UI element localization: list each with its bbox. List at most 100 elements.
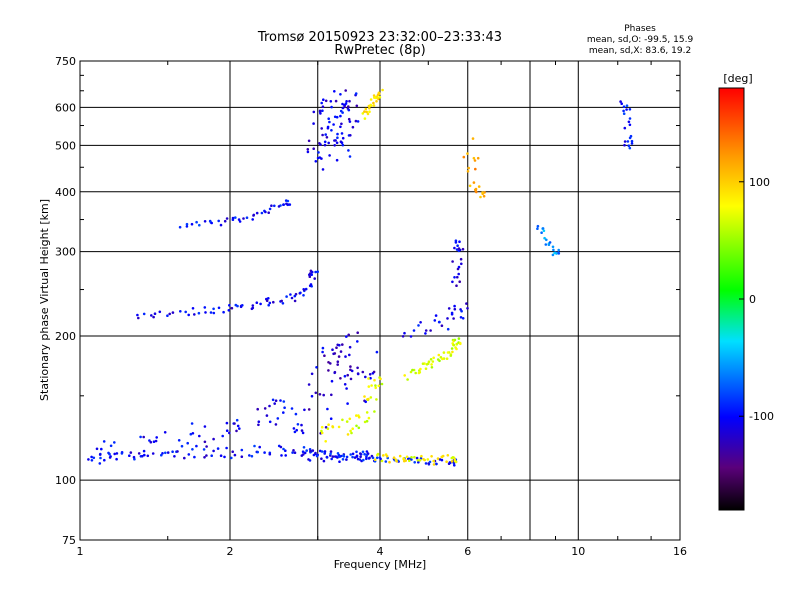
data-point [372,104,376,107]
data-point [184,310,187,314]
data-point [374,386,378,390]
data-point [263,407,267,410]
data-point [168,312,171,316]
data-point [158,310,162,314]
data-point [453,458,457,462]
data-point [293,294,297,298]
data-point [468,184,472,188]
data-point [541,227,545,230]
data-point [447,307,451,310]
data-point [113,452,116,456]
data-point [293,451,297,455]
data-point [307,139,311,143]
data-point [536,227,539,230]
grid-lines [80,61,680,540]
data-point [359,452,362,455]
data-point [333,144,337,147]
data-point [323,354,326,358]
data-point [322,98,325,101]
data-point [329,450,333,453]
data-point [230,456,233,460]
data-point [388,460,391,464]
data-point [536,224,540,228]
data-point [329,100,333,103]
data-point [193,313,196,316]
data-point [364,400,368,404]
data-point [265,414,269,417]
data-point [142,435,145,439]
data-point [324,426,328,429]
data-point [279,445,283,449]
data-point [451,350,454,354]
data-point [473,159,477,162]
data-point [365,450,369,453]
data-point [292,449,295,452]
data-point [341,143,345,147]
data-point [306,148,310,151]
data-point [453,304,456,308]
data-point [258,445,262,449]
data-point [619,100,622,103]
data-point [205,445,208,448]
data-point [450,347,454,350]
data-point [445,357,449,361]
data-point [284,449,287,453]
data-point [345,387,348,390]
data-point [301,450,305,454]
data-point [384,460,388,463]
data-point [379,457,382,461]
data-point [212,307,215,311]
data-point [361,450,365,454]
data-point [466,152,469,155]
data-point [452,317,455,320]
data-point [342,454,345,457]
data-point [137,316,140,320]
data-point [344,355,347,358]
data-point [349,365,352,368]
data-point [359,455,362,459]
data-point [240,455,244,459]
data-point [99,456,102,460]
data-point [424,332,427,335]
data-point [413,461,417,464]
data-point [183,456,186,460]
data-point [326,125,330,129]
data-point [173,455,176,458]
data-point [412,329,416,332]
data-point [432,356,436,360]
y-tick-label: 400 [55,186,76,199]
data-point [98,453,102,456]
y-tick-label: 600 [55,101,76,114]
colorbar-label: [deg] [723,72,752,85]
data-point [477,185,481,188]
data-point [335,141,339,145]
data-point [237,218,241,221]
data-point [333,139,336,142]
data-point [282,203,286,206]
data-point [210,221,213,225]
data-point [455,248,459,251]
data-point [228,304,231,307]
data-point [324,99,328,103]
data-point [334,99,338,103]
data-point [225,217,229,220]
data-point [372,101,375,105]
data-point [209,311,213,314]
data-point [345,420,349,423]
data-point [153,312,157,316]
data-point [235,429,238,433]
data-point [293,430,297,434]
data-point [404,459,408,462]
data-point [115,457,118,461]
data-point [451,280,454,284]
data-point [475,190,478,194]
data-point [241,304,244,307]
data-point [242,217,245,220]
data-point [338,460,341,464]
data-point [327,423,330,427]
data-point [323,143,327,147]
data-point [622,109,625,113]
data-point [373,458,377,462]
data-point [309,449,312,453]
data-point [403,374,407,377]
